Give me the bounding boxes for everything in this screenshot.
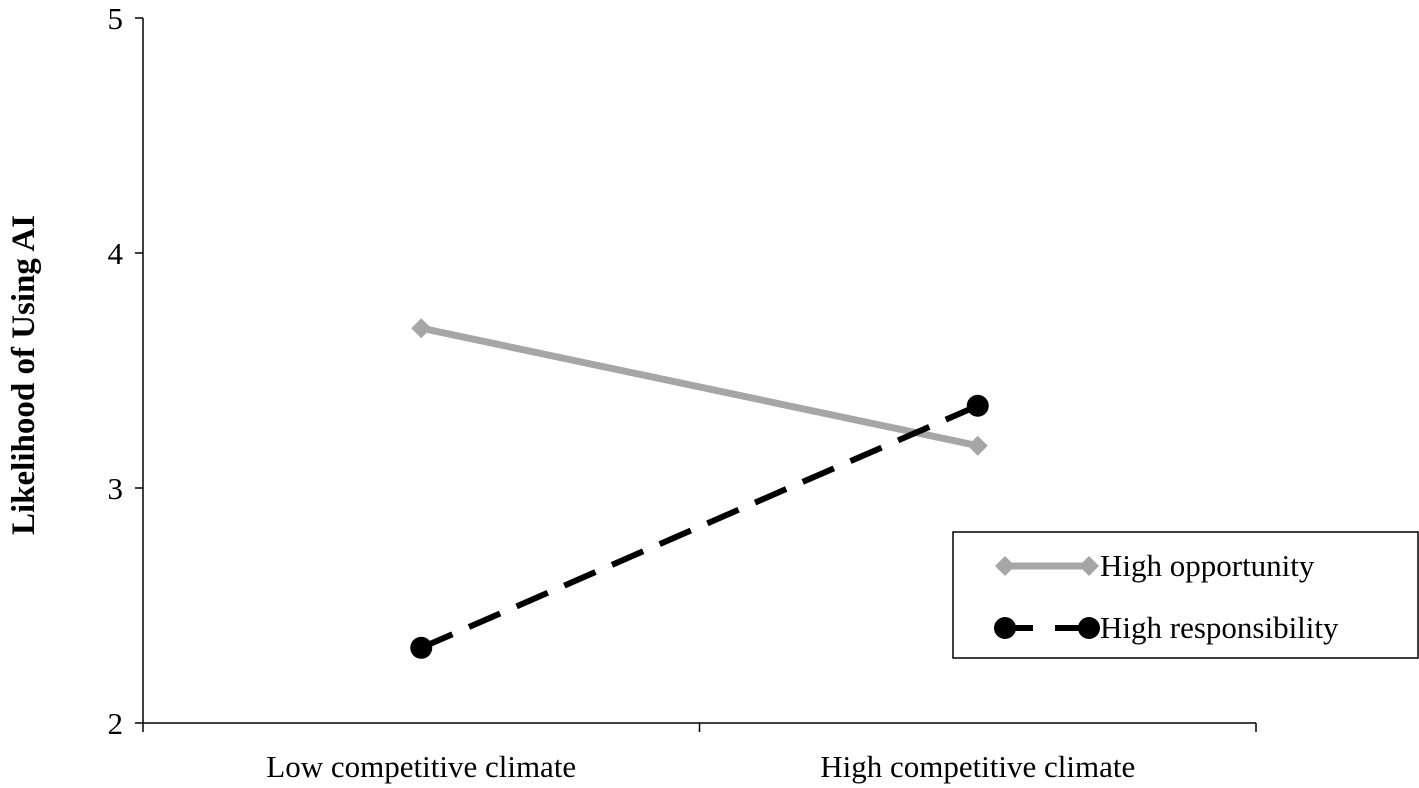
legend-marker — [994, 617, 1016, 639]
y-axis-label: Likelihood of Using AI — [6, 215, 42, 535]
legend-item: High opportunity — [995, 548, 1315, 583]
x-category-label: High competitive climate — [820, 749, 1135, 784]
data-point — [966, 394, 989, 417]
series-line — [420, 402, 979, 651]
legend-marker — [1079, 556, 1099, 576]
series-2 — [410, 394, 989, 659]
y-tick-label: 3 — [108, 471, 124, 506]
legend-marker — [995, 556, 1015, 576]
x-category-label: Low competitive climate — [266, 749, 576, 784]
data-point — [411, 318, 432, 339]
y-tick-label: 4 — [108, 236, 124, 271]
y-tick-label: 5 — [108, 1, 124, 36]
y-tick-label: 2 — [108, 706, 124, 741]
legend-label: High responsibility — [1100, 610, 1339, 645]
x-ticks: Low competitive climate High competitive … — [142, 723, 1257, 784]
series-1 — [411, 318, 988, 456]
data-point — [410, 636, 433, 659]
series-line — [420, 324, 979, 450]
legend-marker — [1078, 617, 1100, 639]
legend-item: High responsibility — [994, 610, 1339, 645]
legend: High opportunity High responsibility — [952, 531, 1419, 659]
legend-label: High opportunity — [1100, 548, 1315, 583]
legend-box — [952, 531, 1419, 659]
series-layer — [410, 318, 989, 659]
y-ticks: 2 3 4 5 — [108, 1, 143, 741]
data-point — [967, 435, 988, 456]
